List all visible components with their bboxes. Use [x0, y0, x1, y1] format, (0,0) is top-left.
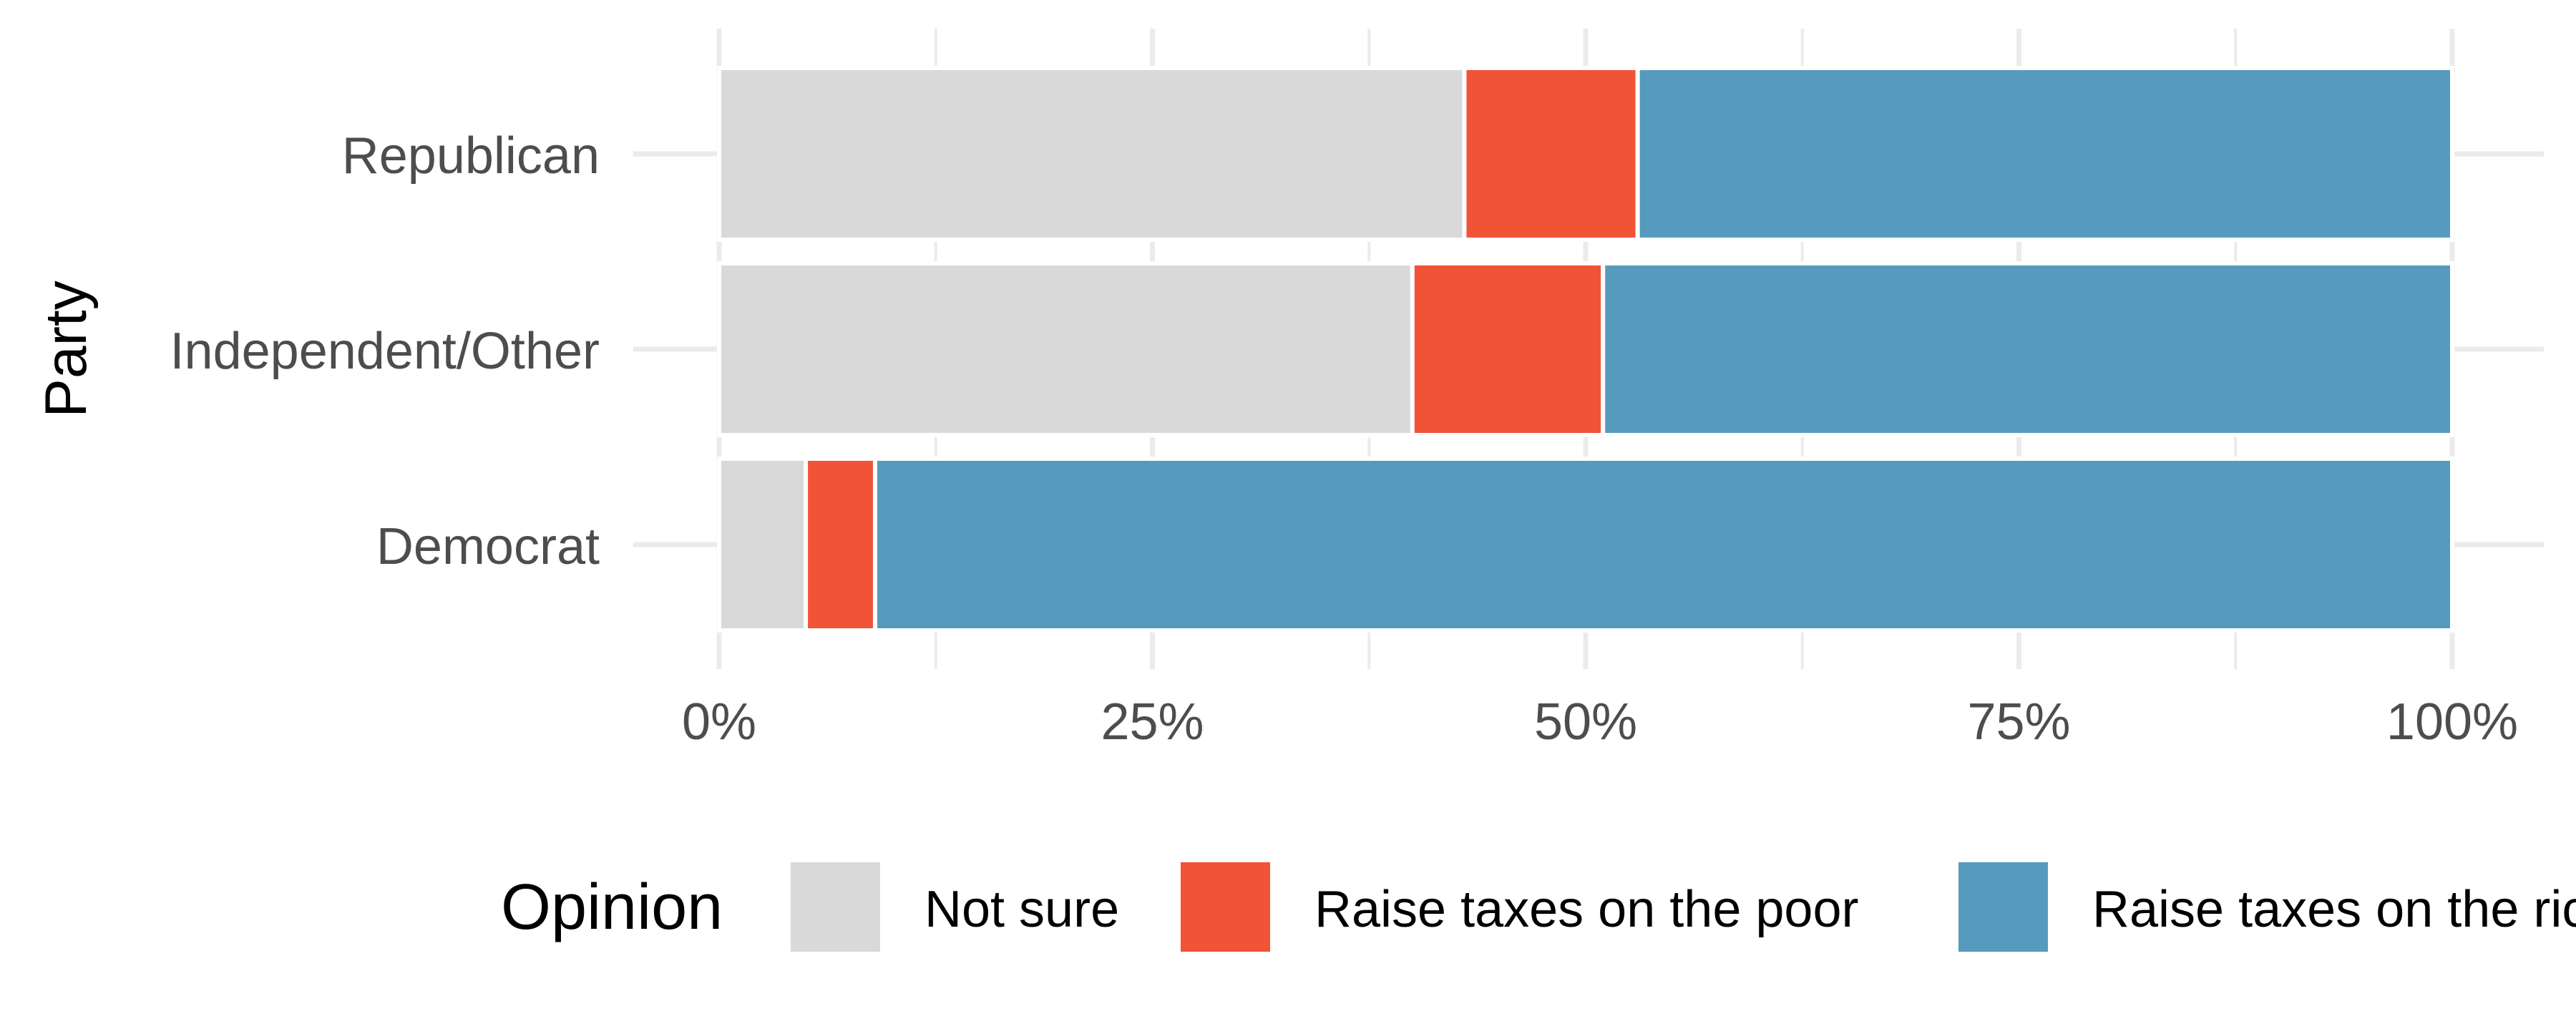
bar-segment	[1410, 261, 1606, 437]
x-tick-label: 100%	[2386, 693, 2518, 751]
bar-segment	[804, 457, 877, 633]
y-tick-label: Democrat	[376, 518, 600, 575]
legend-key	[1181, 862, 1270, 952]
y-tick-label: Independent/Other	[170, 323, 600, 380]
legend-title: Opinion	[501, 872, 723, 943]
legend-key	[791, 862, 880, 952]
bar-segment	[717, 457, 809, 633]
y-axis-title: Party	[34, 281, 99, 417]
legend: Opinion Not sure Raise taxes on the poor Ra…	[501, 862, 2576, 952]
y-tick-label: Republican	[342, 127, 600, 185]
bar-segment	[717, 66, 1467, 242]
x-tick-label: 75%	[1967, 693, 2070, 751]
bar-segment	[717, 261, 1415, 437]
legend-label: Raise taxes on the rich	[2092, 881, 2576, 938]
bar-segment	[1462, 66, 1640, 242]
bar-segment	[1601, 261, 2454, 437]
x-tick-label: 0%	[682, 693, 756, 751]
x-tick-label: 25%	[1101, 693, 1204, 751]
legend-key	[1958, 862, 2048, 952]
bar-segment	[872, 457, 2454, 633]
legend-label: Not sure	[924, 881, 1119, 938]
bar-segment	[1635, 66, 2454, 242]
x-tick-label: 50%	[1534, 693, 1637, 751]
legend-label: Raise taxes on the poor	[1314, 881, 1858, 938]
